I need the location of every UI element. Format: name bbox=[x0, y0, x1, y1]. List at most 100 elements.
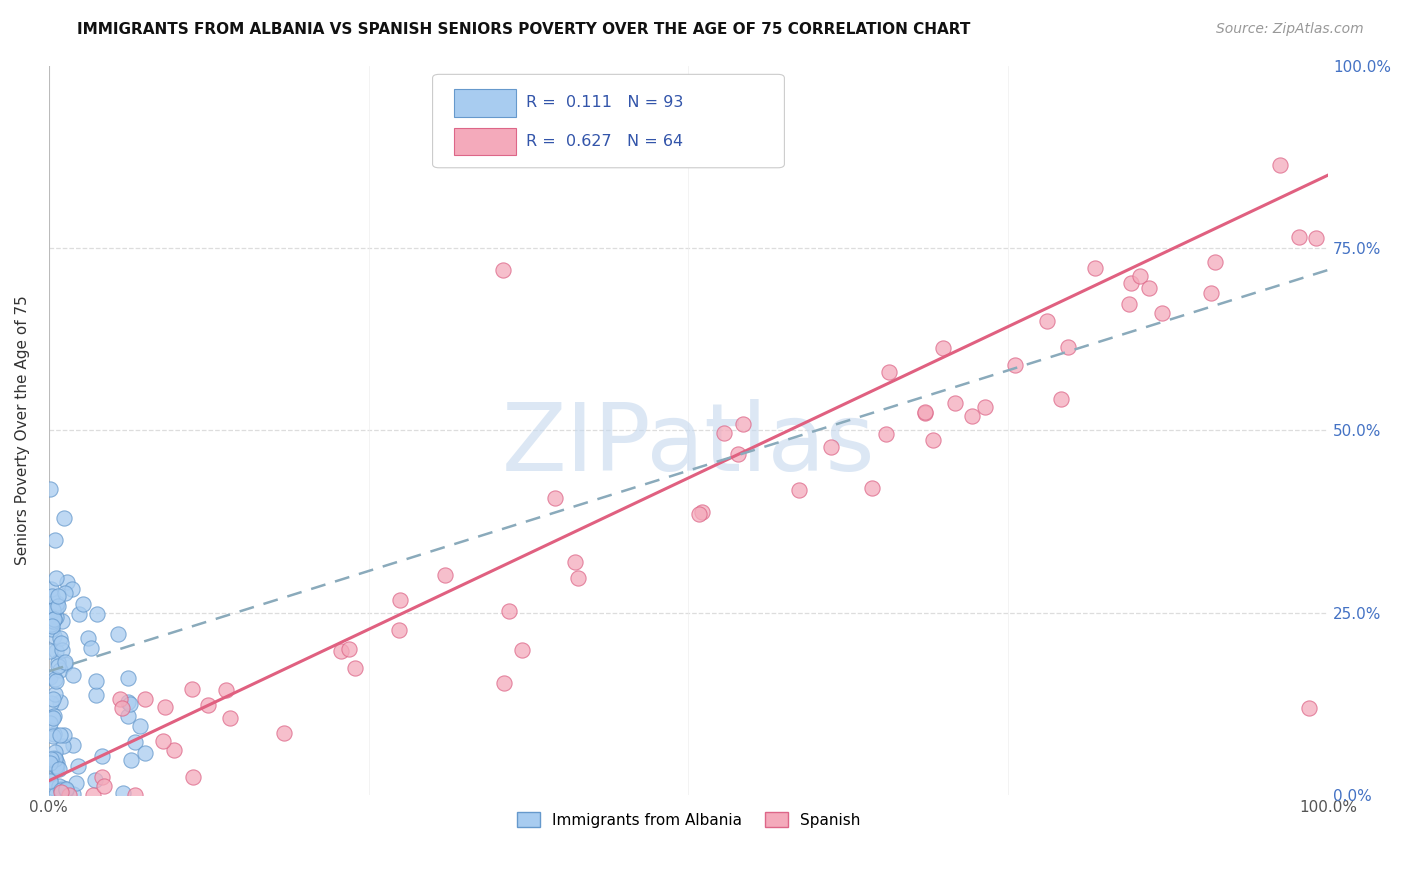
Point bbox=[42, 780, 65, 795]
Point bbox=[65, 776, 87, 790]
Point bbox=[46, 589, 69, 603]
Point bbox=[83, 772, 105, 787]
Point bbox=[56, 574, 79, 589]
Point bbox=[434, 567, 457, 582]
Point bbox=[692, 505, 714, 519]
Legend: Immigrants from Albania, Spanish: Immigrants from Albania, Spanish bbox=[509, 804, 868, 835]
Point bbox=[52, 739, 75, 754]
Point bbox=[39, 697, 62, 711]
Point bbox=[124, 735, 146, 749]
Point bbox=[45, 571, 67, 585]
Point bbox=[914, 406, 936, 420]
Point bbox=[1268, 158, 1291, 172]
Point bbox=[48, 631, 70, 645]
Point bbox=[48, 762, 70, 776]
Point bbox=[875, 427, 897, 442]
Point bbox=[45, 610, 67, 624]
Point bbox=[58, 789, 80, 803]
Point bbox=[215, 682, 238, 697]
Point bbox=[42, 711, 65, 725]
FancyBboxPatch shape bbox=[433, 74, 785, 168]
Point bbox=[49, 695, 72, 709]
Point bbox=[55, 781, 77, 796]
FancyBboxPatch shape bbox=[454, 128, 516, 155]
Point bbox=[42, 629, 65, 643]
Point bbox=[124, 789, 146, 803]
Point bbox=[688, 508, 710, 522]
Point bbox=[1129, 269, 1152, 284]
Point bbox=[1298, 701, 1320, 715]
Point bbox=[62, 787, 84, 801]
Point bbox=[41, 751, 63, 765]
Point bbox=[219, 711, 242, 725]
Point bbox=[51, 614, 73, 628]
Point bbox=[162, 743, 184, 757]
Point bbox=[44, 745, 66, 759]
Point bbox=[1118, 297, 1140, 311]
Point bbox=[1004, 359, 1026, 373]
Point bbox=[1049, 392, 1071, 406]
Point bbox=[108, 691, 131, 706]
Point bbox=[41, 582, 63, 597]
Point bbox=[84, 674, 107, 689]
Point bbox=[44, 672, 66, 686]
Text: IMMIGRANTS FROM ALBANIA VS SPANISH SENIORS POVERTY OVER THE AGE OF 75 CORRELATIO: IMMIGRANTS FROM ALBANIA VS SPANISH SENIO… bbox=[77, 22, 970, 37]
Point bbox=[55, 783, 77, 797]
Point bbox=[1035, 314, 1057, 328]
Point bbox=[134, 746, 156, 760]
Point bbox=[733, 417, 755, 431]
Point bbox=[1137, 280, 1160, 294]
Text: R =  0.627   N = 64: R = 0.627 N = 64 bbox=[526, 134, 683, 149]
Point bbox=[153, 700, 176, 714]
Point bbox=[82, 789, 104, 803]
Point bbox=[41, 710, 63, 724]
Point bbox=[107, 627, 129, 641]
Point bbox=[39, 773, 62, 788]
Point bbox=[492, 263, 515, 277]
Point bbox=[91, 748, 114, 763]
Point bbox=[45, 600, 67, 615]
Point bbox=[90, 770, 112, 784]
Point bbox=[943, 396, 966, 410]
Point bbox=[53, 511, 76, 525]
Point bbox=[567, 571, 589, 585]
Point bbox=[51, 783, 73, 797]
Point bbox=[39, 715, 62, 730]
Point bbox=[564, 555, 586, 569]
Point bbox=[48, 779, 70, 793]
Point bbox=[117, 671, 139, 685]
Point bbox=[1084, 261, 1107, 276]
Point bbox=[492, 676, 515, 690]
Point bbox=[128, 719, 150, 733]
Point bbox=[120, 753, 142, 767]
Point bbox=[39, 482, 62, 496]
Point bbox=[39, 644, 62, 658]
Text: Source: ZipAtlas.com: Source: ZipAtlas.com bbox=[1216, 22, 1364, 37]
Point bbox=[84, 688, 107, 702]
Point bbox=[1119, 276, 1142, 290]
Point bbox=[727, 447, 749, 461]
Point bbox=[76, 632, 98, 646]
Point bbox=[53, 655, 76, 669]
Point bbox=[510, 643, 533, 657]
Point bbox=[152, 733, 174, 747]
Point bbox=[46, 656, 69, 670]
Point bbox=[960, 409, 983, 424]
Point bbox=[39, 752, 62, 766]
Point bbox=[49, 663, 72, 677]
Point bbox=[44, 687, 66, 701]
Point bbox=[820, 440, 842, 454]
Point bbox=[45, 756, 67, 771]
Point bbox=[51, 642, 73, 657]
Point bbox=[111, 786, 134, 800]
Point bbox=[914, 404, 936, 418]
Point bbox=[60, 582, 83, 597]
Point bbox=[1150, 306, 1173, 320]
Point bbox=[273, 726, 295, 740]
Point bbox=[45, 759, 67, 773]
Point bbox=[44, 611, 66, 625]
Point bbox=[39, 617, 62, 632]
Point bbox=[39, 608, 62, 623]
Point bbox=[787, 483, 810, 497]
Point bbox=[932, 341, 955, 355]
